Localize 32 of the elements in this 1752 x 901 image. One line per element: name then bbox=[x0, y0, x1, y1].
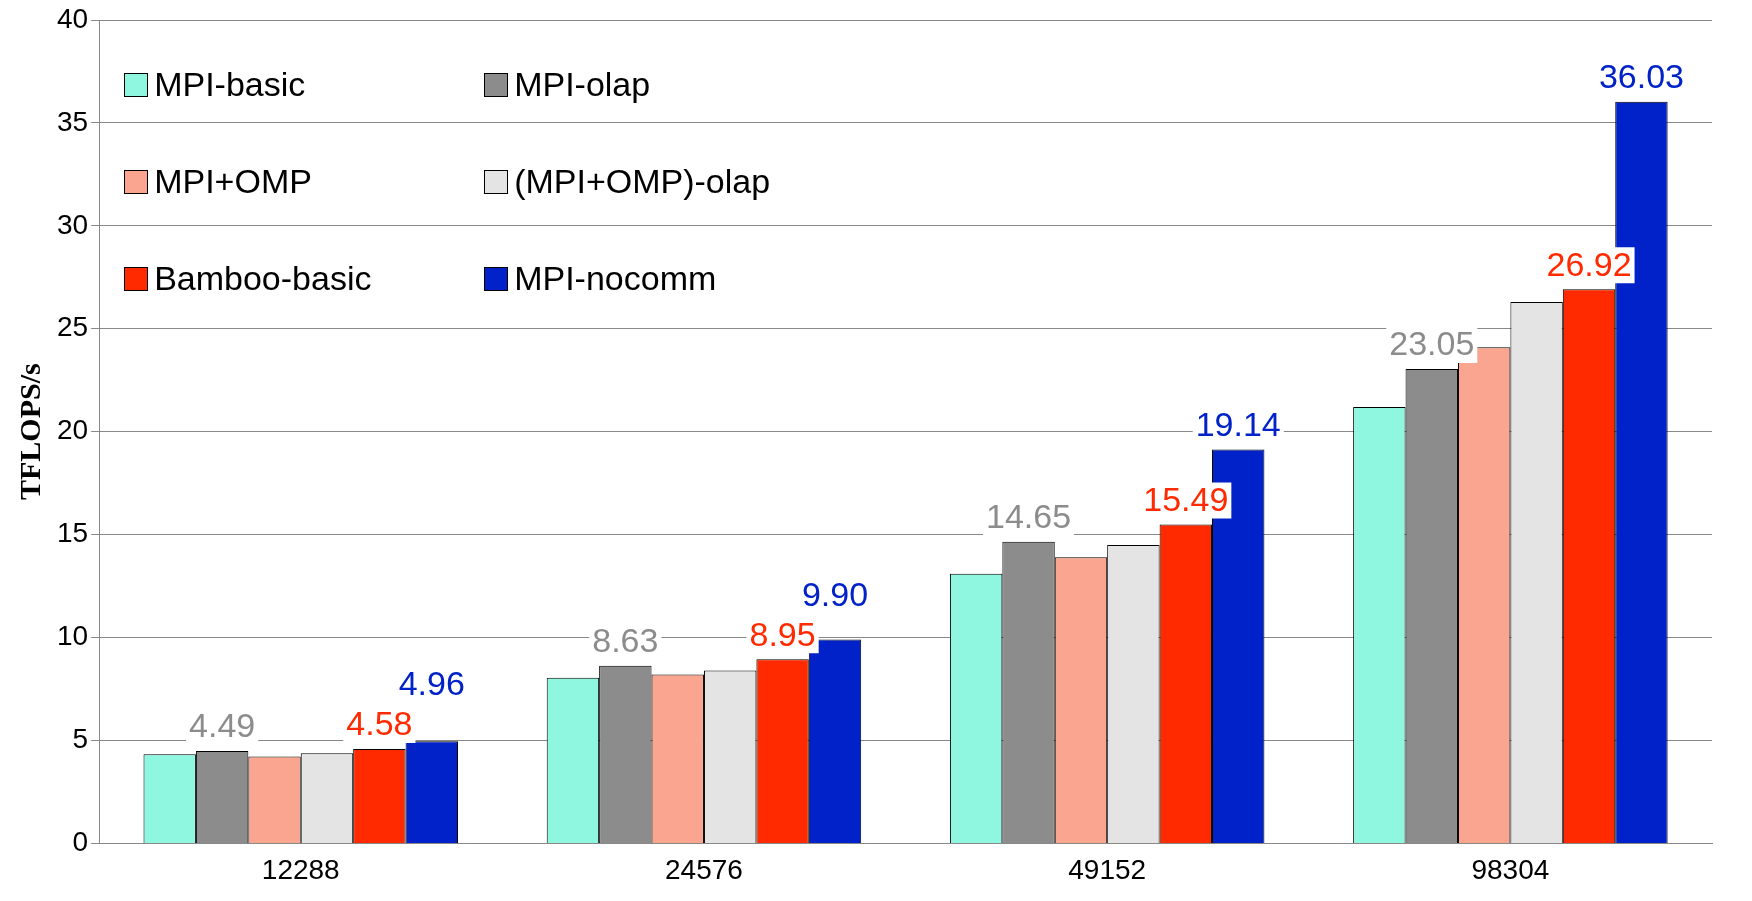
y-tick-label: 40 bbox=[56, 2, 89, 34]
data-label: 9.90 bbox=[801, 574, 869, 613]
x-tick-label: 49152 bbox=[1068, 853, 1147, 885]
x-tick-label: 24576 bbox=[665, 853, 743, 885]
x-tick-label: 12288 bbox=[261, 853, 340, 885]
y-tick-label: 15 bbox=[56, 517, 89, 549]
data-label: 4.58 bbox=[346, 704, 413, 743]
data-label: 4.96 bbox=[398, 664, 465, 703]
data-label: 19.14 bbox=[1195, 404, 1281, 443]
data-label: 8.95 bbox=[749, 614, 816, 653]
legend-label: Bamboo-basic bbox=[154, 259, 372, 298]
y-tick-label: 5 bbox=[72, 723, 89, 755]
y-tick-label: 20 bbox=[56, 414, 89, 446]
y-tick-label: 35 bbox=[56, 105, 89, 137]
y-tick-label: 0 bbox=[72, 826, 89, 858]
data-label: 8.63 bbox=[592, 621, 659, 660]
y-axis-title: TFLOPS/s bbox=[12, 363, 46, 501]
data-label: 23.05 bbox=[1389, 324, 1475, 363]
y-tick-label: 25 bbox=[56, 311, 89, 343]
legend-label: MPI-olap bbox=[514, 65, 651, 104]
legend-label: MPI-basic bbox=[154, 65, 306, 104]
legend-label: (MPI+OMP)-olap bbox=[514, 162, 771, 201]
y-tick-label: 10 bbox=[56, 620, 89, 652]
legend-label: MPI+OMP bbox=[154, 162, 312, 201]
data-label: 4.49 bbox=[189, 706, 256, 745]
data-label: 15.49 bbox=[1143, 479, 1229, 518]
legend-label: MPI-nocomm bbox=[514, 259, 717, 298]
x-tick-label: 98304 bbox=[1471, 853, 1550, 885]
data-label: 36.03 bbox=[1598, 57, 1684, 96]
data-label: 14.65 bbox=[986, 497, 1072, 536]
data-label: 26.92 bbox=[1546, 244, 1632, 283]
y-tick-label: 30 bbox=[56, 208, 89, 240]
